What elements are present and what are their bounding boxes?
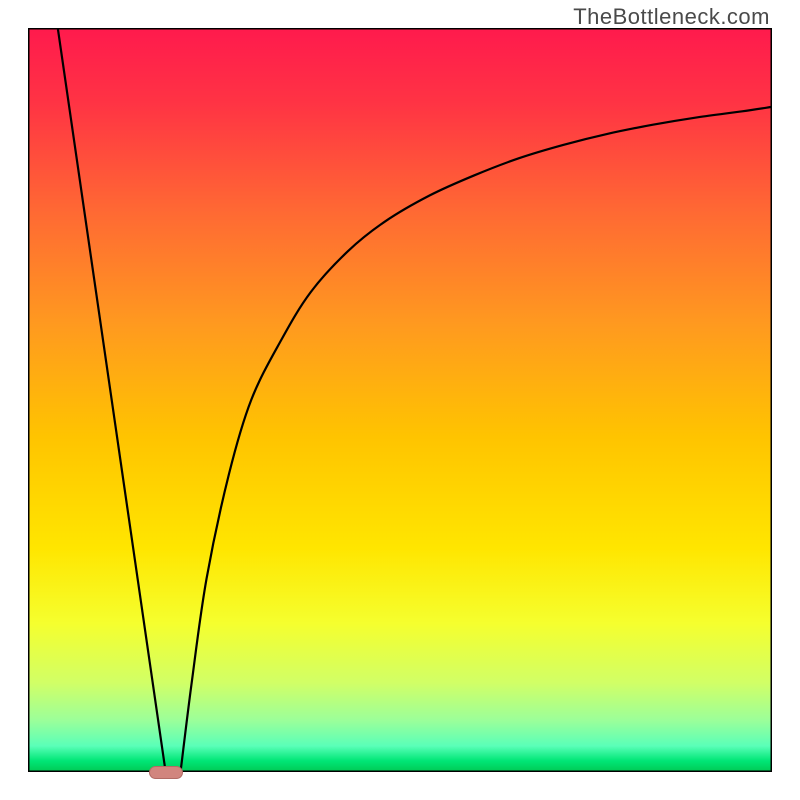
chart-area [28, 28, 772, 772]
chart-svg [28, 28, 772, 772]
bottleneck-marker [149, 766, 183, 779]
gradient-background [28, 28, 772, 772]
watermark-text: TheBottleneck.com [573, 4, 770, 30]
